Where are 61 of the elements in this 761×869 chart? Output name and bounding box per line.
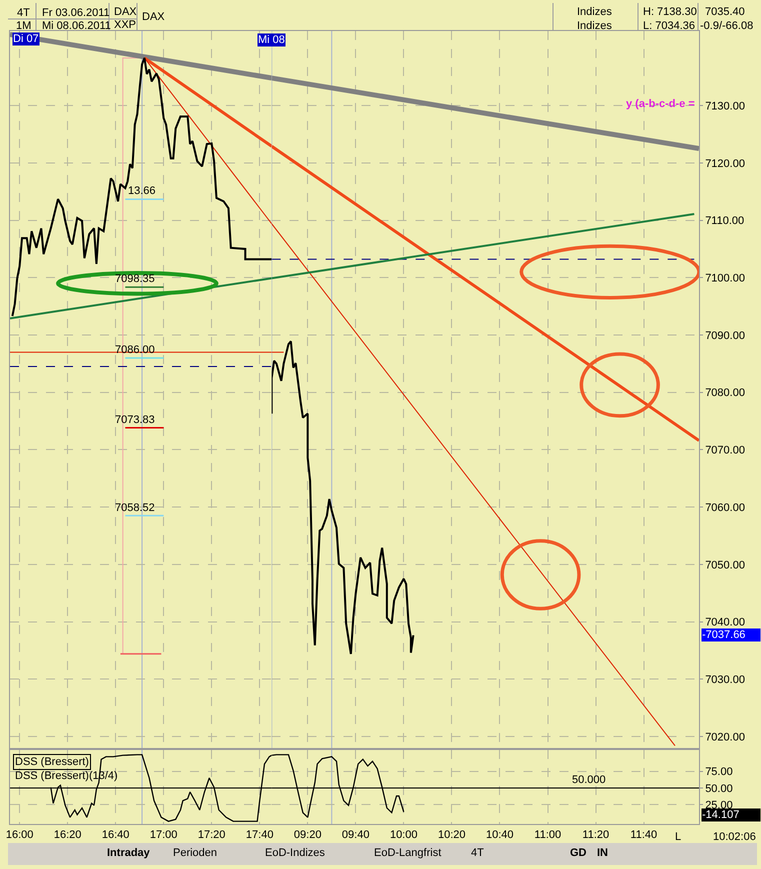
y-tick-label: 75.00 — [705, 766, 733, 778]
y-tick-label: 7110.00 — [705, 215, 744, 228]
x-tick-label: 10:00 — [390, 829, 418, 842]
annotation: Indizes — [577, 20, 612, 32]
text: EoD-Indizes — [265, 847, 326, 859]
annotation: 7098.35 — [115, 273, 155, 285]
x-tick-label: 11:20 — [582, 829, 610, 842]
text: -0.9/-66.08 — [700, 20, 754, 32]
x-tick-label: 16:20 — [54, 829, 82, 842]
text: 10:02:06 — [713, 831, 756, 843]
x-tick-label: 11:00 — [534, 829, 562, 842]
annotation: L: 7034.36 — [643, 20, 695, 32]
text: H: 7138.30 — [643, 6, 697, 18]
y-tick-label: 7100.00 — [705, 272, 745, 284]
y-tick-label: 7030.00 — [705, 674, 745, 686]
x-tick-label: 10:40 — [486, 829, 514, 842]
text: Perioden — [173, 847, 218, 859]
x-tick-label: 11:40 — [630, 829, 658, 842]
annotation: 7073.83 — [115, 414, 155, 426]
annotation: y (a-b-c-d-e = — [626, 98, 695, 110]
y-tick-label: 7130.00 — [705, 100, 745, 112]
text: Fr 03.06.2011 — [42, 7, 110, 19]
y-tick-label: 7040.00 — [705, 616, 745, 629]
text: GD — [570, 847, 587, 859]
x-tick-label: 17:00 — [150, 829, 178, 842]
x-tick-label: 09:40 — [342, 829, 370, 842]
text: XXP — [114, 19, 136, 31]
text: Indizes — [577, 6, 612, 18]
x-tick-label: 09:20 — [294, 829, 322, 842]
annotation: 1M — [16, 20, 32, 32]
y-tick-label: 7060.00 — [705, 502, 745, 514]
y-tick-label: 7020.00 — [705, 731, 745, 744]
y-tick-label: 7090.00 — [705, 330, 745, 342]
y-tick-label: 7070.00 — [705, 444, 745, 457]
x-tick-label: 16:40 — [102, 829, 130, 842]
x-tick-label: 10:20 — [438, 829, 466, 842]
annotation: Mi 08.06.2011 — [42, 20, 111, 32]
text: -14.107 — [702, 809, 740, 821]
annotation: 13.66 — [128, 185, 156, 197]
text: 4T — [471, 847, 484, 859]
text: IN — [597, 847, 608, 859]
ref-line-label: 50.000 — [572, 774, 606, 786]
y-tick-label: 50.00 — [705, 782, 733, 795]
annotation: Di 07 — [13, 33, 39, 45]
text: DAX — [114, 6, 138, 18]
y-tick-label: 7050.00 — [705, 559, 745, 572]
x-tick-label: 16:00 — [6, 829, 34, 842]
text: 4T — [17, 7, 30, 19]
text: Intraday — [107, 847, 151, 859]
text: DAX — [142, 11, 166, 23]
text: 7035.40 — [705, 6, 745, 18]
x-tick-label: 17:20 — [198, 829, 226, 842]
annotation: DSS (Bressert) — [15, 756, 89, 768]
annotation: 7058.52 — [115, 502, 155, 514]
text: EoD-Langfrist — [374, 847, 442, 859]
text: L — [675, 831, 682, 843]
y-tick-label: 7080.00 — [705, 387, 745, 400]
x-tick-label: 17:40 — [246, 829, 274, 842]
text: -7037.66 — [702, 629, 746, 641]
annotation: Mi 08 — [258, 34, 285, 46]
y-tick-label: 7120.00 — [705, 158, 745, 170]
